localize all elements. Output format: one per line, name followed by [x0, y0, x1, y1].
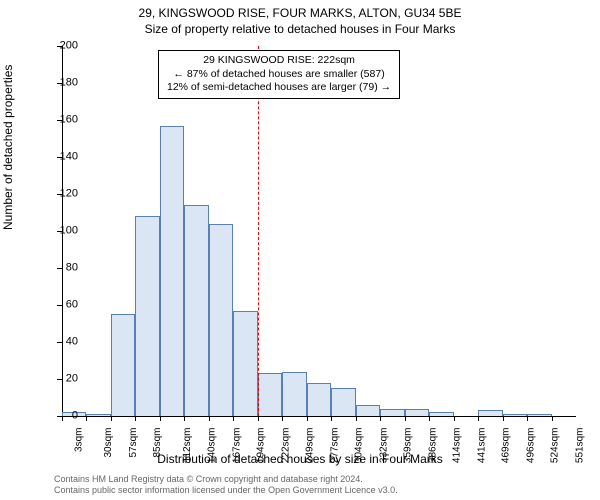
ytick-label: 160: [60, 115, 78, 126]
xtick-mark: [552, 416, 553, 421]
xtick-mark: [184, 416, 185, 421]
ytick-label: 200: [60, 41, 78, 52]
xtick-mark: [527, 416, 528, 421]
ytick-label: 100: [60, 226, 78, 237]
xtick-mark: [160, 416, 161, 421]
attribution-line2: Contains public sector information licen…: [54, 485, 398, 495]
x-axis-label: Distribution of detached houses by size …: [0, 452, 600, 466]
attribution-text: Contains HM Land Registry data © Crown c…: [54, 474, 398, 496]
x-axis: [62, 416, 576, 417]
ytick-label: 20: [66, 374, 78, 385]
ytick-label: 40: [66, 337, 78, 348]
ytick-mark: [57, 305, 62, 306]
info-box: 29 KINGSWOOD RISE: 222sqm← 87% of detach…: [158, 50, 400, 99]
ytick-label: 80: [66, 263, 78, 274]
histogram-plot: 3sqm30sqm57sqm85sqm112sqm140sqm167sqm194…: [62, 46, 576, 416]
xtick-mark: [478, 416, 479, 421]
xtick-mark: [307, 416, 308, 421]
histogram-bar: [429, 412, 453, 416]
histogram-bar: [233, 311, 257, 416]
histogram-bar: [331, 388, 355, 416]
xtick-mark: [405, 416, 406, 421]
xtick-label: 3sqm: [73, 428, 84, 452]
xtick-mark: [380, 416, 381, 421]
histogram-bar: [282, 372, 306, 416]
xtick-mark: [454, 416, 455, 421]
ytick-label: 60: [66, 300, 78, 311]
xtick-mark: [233, 416, 234, 421]
histogram-bar: [356, 405, 380, 416]
histogram-bar: [160, 126, 184, 416]
attribution-line1: Contains HM Land Registry data © Crown c…: [54, 474, 363, 484]
histogram-bar: [478, 410, 502, 416]
histogram-bar: [184, 205, 208, 416]
ytick-label: 120: [60, 189, 78, 200]
xtick-mark: [258, 416, 259, 421]
xtick-mark: [331, 416, 332, 421]
y-axis-label: Number of detached properties: [1, 65, 15, 230]
histogram-bar: [503, 414, 527, 416]
reference-line: [258, 46, 259, 416]
xtick-mark: [209, 416, 210, 421]
info-box-line: 12% of semi-detached houses are larger (…: [167, 81, 391, 95]
xtick-mark: [503, 416, 504, 421]
ytick-label: 180: [60, 78, 78, 89]
histogram-bar: [405, 409, 429, 416]
histogram-bar: [111, 314, 135, 416]
xtick-mark: [62, 416, 63, 421]
info-box-line: ← 87% of detached houses are smaller (58…: [167, 68, 391, 82]
ytick-label: 0: [72, 411, 78, 422]
ytick-mark: [57, 379, 62, 380]
xtick-mark: [86, 416, 87, 421]
ytick-mark: [57, 268, 62, 269]
histogram-bar: [307, 383, 331, 416]
histogram-bar: [86, 414, 110, 416]
xtick-mark: [282, 416, 283, 421]
xtick-mark: [135, 416, 136, 421]
xtick-mark: [111, 416, 112, 421]
page-subtitle: Size of property relative to detached ho…: [0, 22, 600, 38]
ytick-mark: [57, 342, 62, 343]
histogram-bar: [209, 224, 233, 416]
xtick-mark: [429, 416, 430, 421]
info-box-line: 29 KINGSWOOD RISE: 222sqm: [167, 54, 391, 68]
xtick-mark: [356, 416, 357, 421]
ytick-label: 140: [60, 152, 78, 163]
page-title: 29, KINGSWOOD RISE, FOUR MARKS, ALTON, G…: [0, 0, 600, 22]
histogram-bar: [527, 414, 551, 416]
histogram-bar: [380, 409, 404, 416]
histogram-bar: [258, 373, 282, 416]
histogram-bar: [135, 216, 159, 416]
